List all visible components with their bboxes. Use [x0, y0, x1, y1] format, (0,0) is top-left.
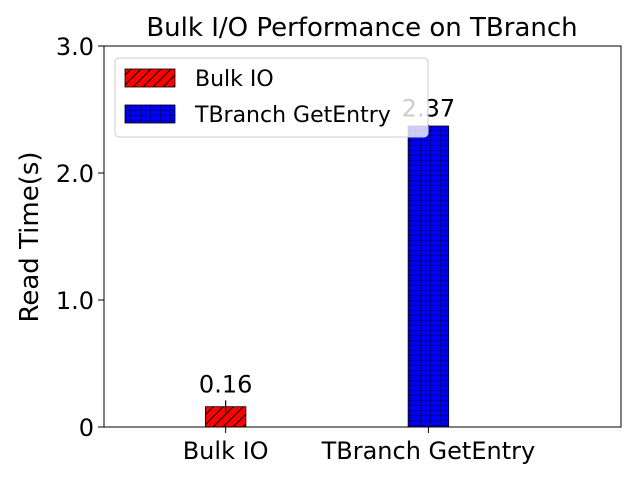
y-tick-label: 3.0: [56, 33, 94, 61]
y-tick-label: 1.0: [56, 287, 94, 315]
bar-tbranch-getentry: [407, 125, 450, 428]
legend: Bulk IO TBranch GetEntry: [114, 57, 429, 138]
y-tick-label: 0: [79, 414, 94, 442]
x-tick-label: Bulk IO: [183, 437, 269, 465]
legend-label-bulk-io: Bulk IO: [195, 67, 274, 92]
plot-frame: [103, 45, 622, 428]
chart-title: Bulk I/O Performance on TBranch: [146, 13, 577, 43]
value-label-bulk-io: 0.16: [199, 370, 252, 398]
legend-swatch-tbranch-getentry: [124, 104, 176, 124]
x-tick-label: TBranch GetEntry: [321, 437, 536, 465]
legend-frame: [114, 57, 429, 138]
y-tick-label: 2.0: [56, 160, 94, 188]
legend-label-tbranch-getentry: TBranch GetEntry: [194, 103, 391, 128]
legend-swatch-bulk-io: [124, 68, 176, 88]
y-axis-label: Read Time(s): [15, 151, 45, 322]
